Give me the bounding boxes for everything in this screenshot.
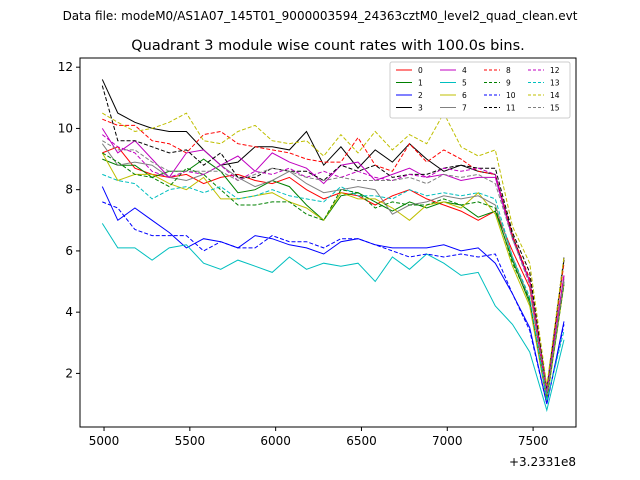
series-line-13 bbox=[102, 173, 565, 402]
series-line-11 bbox=[101, 85, 565, 389]
series-line-5 bbox=[101, 223, 565, 413]
legend-label-5: 5 bbox=[462, 79, 467, 88]
series-line-12 bbox=[101, 134, 565, 392]
legend-label-4: 4 bbox=[462, 66, 467, 75]
y-tick-label: 2 bbox=[65, 366, 73, 380]
legend-label-9: 9 bbox=[506, 79, 511, 88]
y-tick-label: 12 bbox=[58, 60, 73, 74]
legend-label-6: 6 bbox=[462, 91, 467, 100]
y-tick-label: 10 bbox=[58, 121, 73, 135]
legend-label-7: 7 bbox=[462, 104, 467, 113]
series-line-10 bbox=[102, 201, 565, 405]
series-line-8 bbox=[102, 118, 565, 389]
series-line-9 bbox=[102, 152, 565, 398]
series-line-0 bbox=[102, 146, 565, 395]
x-axis-offset-label: +3.2331e8 bbox=[509, 455, 576, 469]
y-tick-label: 6 bbox=[65, 244, 73, 258]
series-line-14 bbox=[102, 112, 565, 386]
series-line-7 bbox=[101, 143, 565, 398]
legend-box bbox=[389, 61, 571, 119]
legend-label-12: 12 bbox=[550, 66, 560, 75]
plot-area bbox=[79, 57, 577, 428]
chart-suptitle: Data file: modeM0/AS1A07_145T01_90000035… bbox=[63, 9, 578, 23]
x-tick-label: 6000 bbox=[260, 434, 291, 448]
legend-label-10: 10 bbox=[506, 91, 516, 100]
x-axis: 5000 5500 6000 6500 7000 7500 bbox=[89, 427, 549, 448]
series-line-15 bbox=[102, 140, 565, 395]
legend-label-8: 8 bbox=[506, 66, 511, 75]
legend-label-11: 11 bbox=[506, 104, 516, 113]
series-line-2 bbox=[101, 186, 565, 405]
x-tick-label: 5000 bbox=[89, 434, 120, 448]
x-tick-label: 6500 bbox=[346, 434, 377, 448]
x-tick-label: 7500 bbox=[518, 434, 549, 448]
legend-label-0: 0 bbox=[418, 66, 423, 75]
legend-label-14: 14 bbox=[550, 91, 560, 100]
legend-label-1: 1 bbox=[418, 79, 423, 88]
legend-label-13: 13 bbox=[550, 79, 560, 88]
chart-title: Quadrant 3 module wise count rates with … bbox=[131, 38, 525, 54]
series-line-6 bbox=[101, 152, 565, 402]
legend-label-15: 15 bbox=[550, 104, 560, 113]
x-tick-label: 7000 bbox=[432, 434, 463, 448]
x-tick-label: 5500 bbox=[175, 434, 206, 448]
series-layer bbox=[101, 79, 565, 413]
legend-label-3: 3 bbox=[418, 104, 423, 113]
y-tick-label: 4 bbox=[65, 305, 73, 319]
legend-label-2: 2 bbox=[418, 91, 423, 100]
y-tick-label: 8 bbox=[65, 183, 73, 197]
y-axis: 2 4 6 8 10 12 bbox=[58, 60, 80, 380]
